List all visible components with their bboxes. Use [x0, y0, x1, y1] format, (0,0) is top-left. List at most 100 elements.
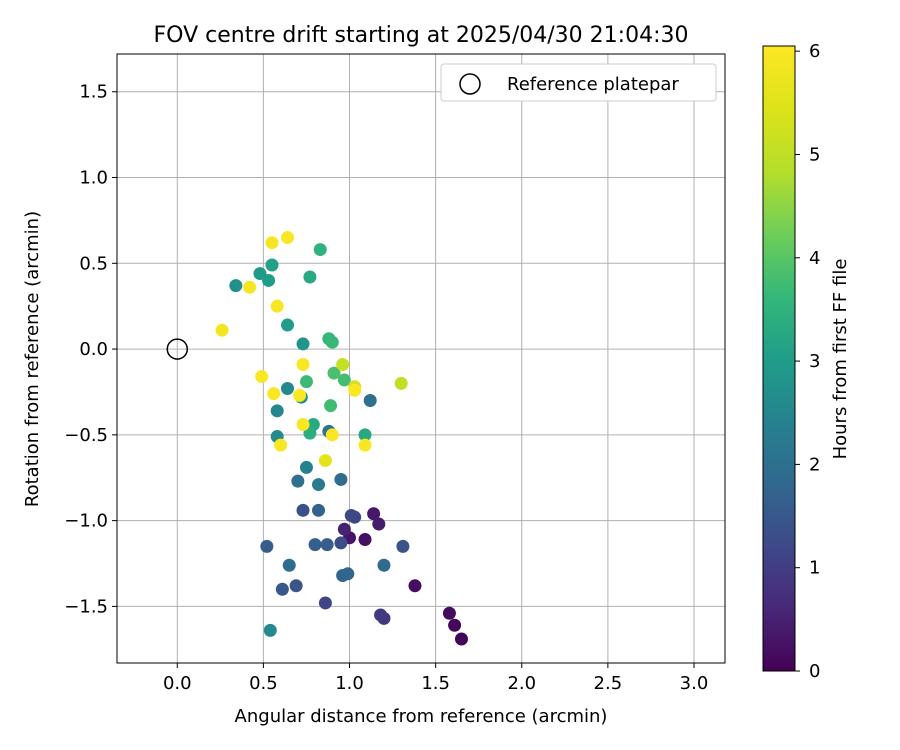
- data-point: [358, 428, 372, 442]
- data-point: [263, 623, 277, 637]
- data-point: [318, 454, 332, 468]
- data-point: [454, 632, 468, 646]
- x-tick-label: 1.5: [421, 673, 450, 694]
- data-point: [367, 507, 381, 521]
- x-tick-label: 3.0: [680, 673, 709, 694]
- data-point: [374, 608, 388, 622]
- data-point: [281, 231, 295, 245]
- data-point: [442, 606, 456, 620]
- colorbar-label: Hours from first FF file: [830, 259, 851, 460]
- plot-frame: [116, 53, 726, 664]
- legend: Reference platepar: [440, 63, 717, 102]
- x-tick-label: 1.0: [335, 673, 364, 694]
- data-point: [448, 618, 462, 632]
- data-point: [296, 358, 310, 372]
- plot-background: [117, 54, 725, 663]
- data-point: [334, 536, 348, 550]
- data-point: [215, 323, 229, 337]
- data-point: [318, 596, 332, 610]
- x-axis-ticks: 0.0 0.5 1.0 1.5 2.0 2.5 3.0: [163, 663, 708, 694]
- data-point: [255, 370, 269, 384]
- data-point: [344, 508, 358, 522]
- x-gridlines: [176, 54, 695, 663]
- y-tick-label: −1.0: [64, 511, 108, 532]
- data-point: [296, 418, 310, 432]
- data-point: [289, 579, 303, 593]
- plot-area: [116, 53, 726, 664]
- y-tick-label: 1.0: [79, 168, 108, 189]
- data-point: [281, 382, 295, 396]
- data-point: [334, 472, 348, 486]
- data-point: [275, 582, 289, 596]
- data-point: [341, 567, 355, 581]
- data-point: [325, 428, 339, 442]
- x-tick-label: 2.5: [594, 673, 623, 694]
- y-axis-ticks: −1.5 −1.0 −0.5 0.0 0.5 1.0 1.5: [64, 82, 117, 617]
- data-point: [313, 243, 327, 257]
- data-point: [291, 474, 305, 488]
- data-point: [243, 280, 257, 294]
- data-point: [299, 375, 313, 389]
- colorbar-tick-label: 6: [809, 41, 820, 62]
- y-tick-label: 1.5: [79, 82, 108, 103]
- data-point: [293, 388, 307, 402]
- data-point: [274, 438, 288, 452]
- data-point: [408, 579, 422, 593]
- data-point: [320, 538, 334, 552]
- y-tick-label: −1.5: [64, 596, 108, 617]
- data-point: [265, 258, 279, 272]
- x-tick-label: 2.0: [507, 673, 536, 694]
- x-axis-label: Angular distance from reference (arcmin): [235, 706, 608, 727]
- data-point: [324, 399, 338, 413]
- data-point: [312, 503, 326, 517]
- legend-label: Reference platepar: [507, 74, 679, 95]
- data-point: [336, 358, 350, 372]
- data-point: [282, 558, 296, 572]
- colorbar-ticks: 0 1 2 3 4 5 6: [795, 41, 820, 682]
- colorbar-tick-label: 0: [809, 661, 820, 682]
- data-point: [296, 337, 310, 351]
- y-tick-label: 0.0: [79, 339, 108, 360]
- data-point: [363, 394, 377, 408]
- data-point: [260, 539, 274, 553]
- data-point: [270, 404, 284, 418]
- data-point: [267, 387, 281, 401]
- data-point: [372, 517, 386, 531]
- data-point: [337, 373, 351, 387]
- data-point: [377, 558, 391, 572]
- colorbar-tick-label: 2: [809, 454, 820, 475]
- data-point: [394, 376, 408, 390]
- data-point: [308, 538, 322, 552]
- colorbar-tick-label: 1: [809, 558, 820, 579]
- y-tick-label: −0.5: [64, 425, 108, 446]
- data-point: [262, 273, 276, 287]
- data-point: [358, 532, 372, 546]
- reference-platepar-marker: [166, 338, 189, 360]
- legend-marker-hollow-circle: [459, 73, 481, 95]
- data-point: [299, 460, 313, 474]
- data-point: [270, 299, 284, 313]
- data-point: [296, 503, 310, 517]
- data-point: [327, 366, 341, 380]
- data-points: [215, 231, 468, 646]
- y-axis-label: Rotation from reference (arcmin): [22, 211, 43, 507]
- colorbar-tick-label: 3: [809, 351, 820, 372]
- legend-box: [440, 63, 717, 102]
- data-point: [312, 478, 326, 492]
- colorbar-tick-label: 5: [809, 144, 820, 165]
- chart-title: FOV centre drift starting at 2025/04/30 …: [154, 23, 689, 48]
- data-point: [303, 270, 317, 284]
- data-point: [325, 335, 339, 349]
- x-tick-label: 0.5: [249, 673, 278, 694]
- data-point: [281, 318, 295, 332]
- colorbar-gradient: [762, 45, 796, 672]
- data-point: [337, 522, 351, 536]
- data-point: [358, 438, 372, 452]
- data-point: [229, 279, 243, 293]
- y-tick-label: 0.5: [79, 253, 108, 274]
- data-point: [396, 539, 410, 553]
- data-point: [265, 236, 279, 250]
- colorbar: 0 1 2 3 4 5 6 Hours from first FF file: [762, 41, 851, 682]
- colorbar-tick-label: 4: [809, 248, 820, 269]
